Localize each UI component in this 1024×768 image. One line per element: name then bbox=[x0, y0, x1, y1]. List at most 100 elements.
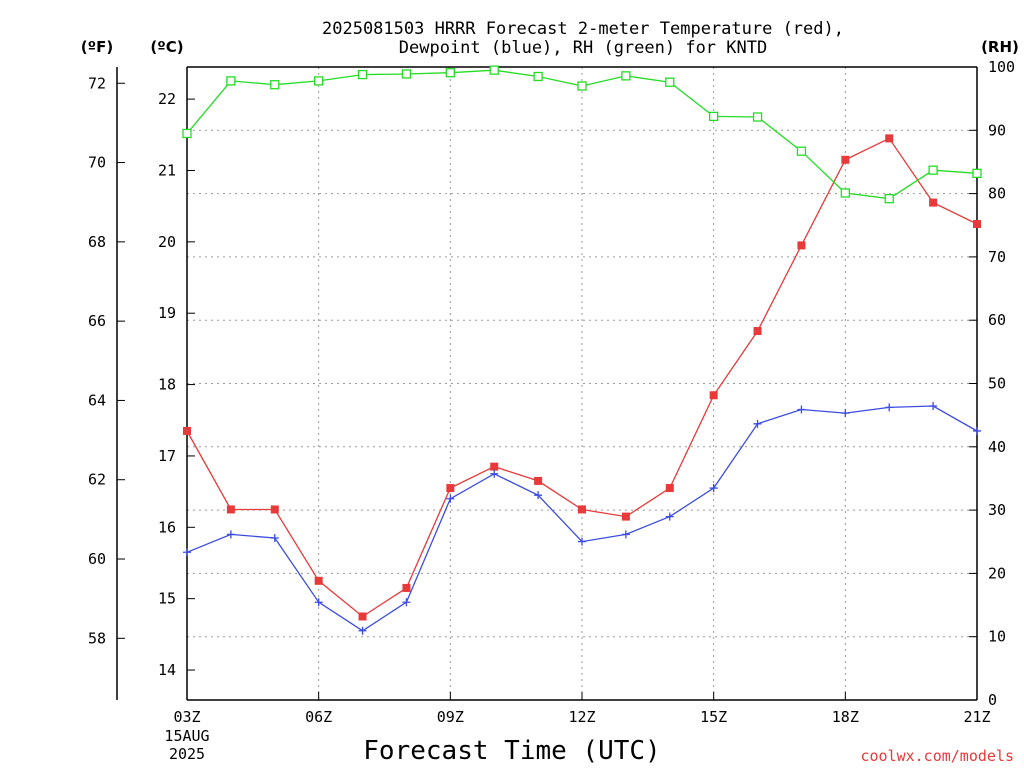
dewpoint-point bbox=[578, 537, 586, 546]
dewpoint-point bbox=[490, 469, 499, 478]
rh-tick-label: 40 bbox=[988, 438, 1006, 456]
rh-tick-label: 20 bbox=[988, 564, 1006, 582]
x-tick-label: 06Z bbox=[305, 708, 332, 726]
fahrenheit-tick-label: 62 bbox=[88, 471, 106, 489]
temperature-point bbox=[797, 241, 806, 250]
temperature-point bbox=[490, 462, 499, 471]
x-date-label-year: 2025 bbox=[169, 745, 205, 763]
rh-point bbox=[577, 81, 587, 91]
rh-tick-label: 0 bbox=[988, 691, 997, 709]
celsius-tick-label: 18 bbox=[158, 376, 176, 394]
rh-tick-label: 80 bbox=[988, 185, 1006, 203]
rh-point bbox=[226, 76, 236, 86]
temperature-point bbox=[183, 426, 191, 435]
dewpoint-point bbox=[797, 405, 806, 414]
celsius-tick-label: 16 bbox=[158, 518, 176, 536]
fahrenheit-tick-label: 60 bbox=[88, 550, 106, 568]
temperature-series bbox=[183, 134, 981, 621]
rh-unit-label: (RH) bbox=[981, 38, 1019, 56]
temperature-point bbox=[358, 612, 367, 621]
dewpoint-point bbox=[314, 598, 323, 607]
rh-point bbox=[796, 146, 807, 156]
rh-point bbox=[489, 65, 499, 75]
rh-tick-label: 10 bbox=[988, 628, 1006, 646]
x-tick-label: 03Z bbox=[173, 708, 200, 726]
rh-tick-label: 50 bbox=[988, 375, 1006, 393]
temperature-point bbox=[665, 484, 674, 493]
celsius-axis: 14 15 16 17 18 19 20 21 22 bbox=[158, 90, 195, 679]
rh-point bbox=[445, 68, 455, 78]
temperature-point bbox=[709, 391, 718, 400]
celsius-tick-label: 14 bbox=[158, 661, 176, 679]
dewpoint-point bbox=[226, 530, 235, 539]
rh-point bbox=[401, 69, 412, 79]
dewpoint-point bbox=[929, 401, 938, 410]
rh-axis: 0 10 20 30 40 50 60 70 80 90 100 bbox=[969, 58, 1015, 709]
dewpoint-series bbox=[183, 401, 981, 635]
celsius-tick-label: 20 bbox=[158, 233, 176, 251]
temperature-point bbox=[885, 134, 894, 143]
dewpoint-point bbox=[709, 484, 718, 493]
x-tick-label: 12Z bbox=[568, 708, 595, 726]
temperature-point bbox=[226, 505, 235, 514]
rh-point bbox=[621, 71, 631, 81]
temperature-point bbox=[973, 220, 981, 229]
dewpoint-point bbox=[183, 548, 191, 557]
temperature-point bbox=[402, 583, 411, 592]
dewpoint-point bbox=[753, 419, 762, 428]
rh-series bbox=[182, 65, 982, 204]
rh-tick-label: 60 bbox=[988, 311, 1006, 329]
rh-point bbox=[840, 188, 850, 198]
chart-title-line-1: 2025081503 HRRR Forecast 2-meter Tempera… bbox=[322, 19, 844, 39]
temperature-point bbox=[534, 476, 543, 485]
rh-point bbox=[972, 168, 982, 178]
fahrenheit-tick-label: 72 bbox=[88, 74, 106, 92]
dewpoint-point bbox=[446, 494, 455, 503]
fahrenheit-tick-label: 66 bbox=[88, 312, 106, 330]
celsius-unit-label: (ºC) bbox=[150, 38, 183, 56]
gridlines bbox=[187, 67, 977, 700]
celsius-tick-label: 22 bbox=[158, 90, 176, 108]
fahrenheit-axis: 58 60 62 64 66 68 70 72 bbox=[88, 74, 125, 647]
temperature-point bbox=[270, 505, 279, 514]
fahrenheit-tick-label: 64 bbox=[88, 391, 106, 409]
rh-point bbox=[357, 69, 368, 80]
dewpoint-point bbox=[358, 626, 367, 635]
dewpoint-point bbox=[885, 403, 894, 412]
rh-point bbox=[709, 111, 719, 122]
fahrenheit-tick-label: 70 bbox=[88, 154, 106, 172]
x-tick-label: 18Z bbox=[832, 708, 859, 726]
rh-tick-label: 30 bbox=[988, 501, 1006, 519]
rh-point bbox=[533, 71, 543, 82]
rh-point bbox=[665, 77, 675, 87]
temperature-point bbox=[753, 327, 762, 336]
temperature-point bbox=[621, 512, 630, 521]
x-tick-label: 21Z bbox=[963, 708, 990, 726]
temperature-point bbox=[841, 155, 850, 164]
dewpoint-point bbox=[621, 530, 630, 539]
dewpoint-point bbox=[534, 491, 543, 500]
dewpoint-point bbox=[270, 534, 279, 543]
celsius-tick-label: 15 bbox=[158, 590, 176, 608]
celsius-tick-label: 19 bbox=[158, 304, 176, 322]
rh-point bbox=[752, 112, 763, 122]
x-axis: 03Z 06Z 09Z 12Z 15Z 18Z 21Z bbox=[173, 692, 991, 726]
dewpoint-point bbox=[402, 598, 411, 607]
x-axis-title: Forecast Time (UTC) bbox=[363, 736, 660, 766]
dewpoint-point bbox=[973, 426, 981, 435]
temperature-point bbox=[929, 198, 938, 207]
fahrenheit-tick-label: 58 bbox=[88, 629, 106, 647]
x-tick-label: 09Z bbox=[437, 708, 464, 726]
rh-point bbox=[182, 128, 192, 139]
fahrenheit-tick-label: 68 bbox=[88, 233, 106, 251]
fahrenheit-unit-label: (ºF) bbox=[81, 38, 113, 56]
rh-tick-label: 100 bbox=[988, 58, 1015, 76]
rh-point bbox=[884, 194, 894, 204]
dewpoint-point bbox=[841, 409, 850, 418]
celsius-tick-label: 21 bbox=[158, 161, 176, 179]
rh-tick-label: 90 bbox=[988, 121, 1006, 139]
rh-point bbox=[314, 76, 324, 86]
chart-title-line-2: Dewpoint (blue), RH (green) for KNTD bbox=[399, 38, 767, 58]
rh-point bbox=[928, 165, 938, 175]
